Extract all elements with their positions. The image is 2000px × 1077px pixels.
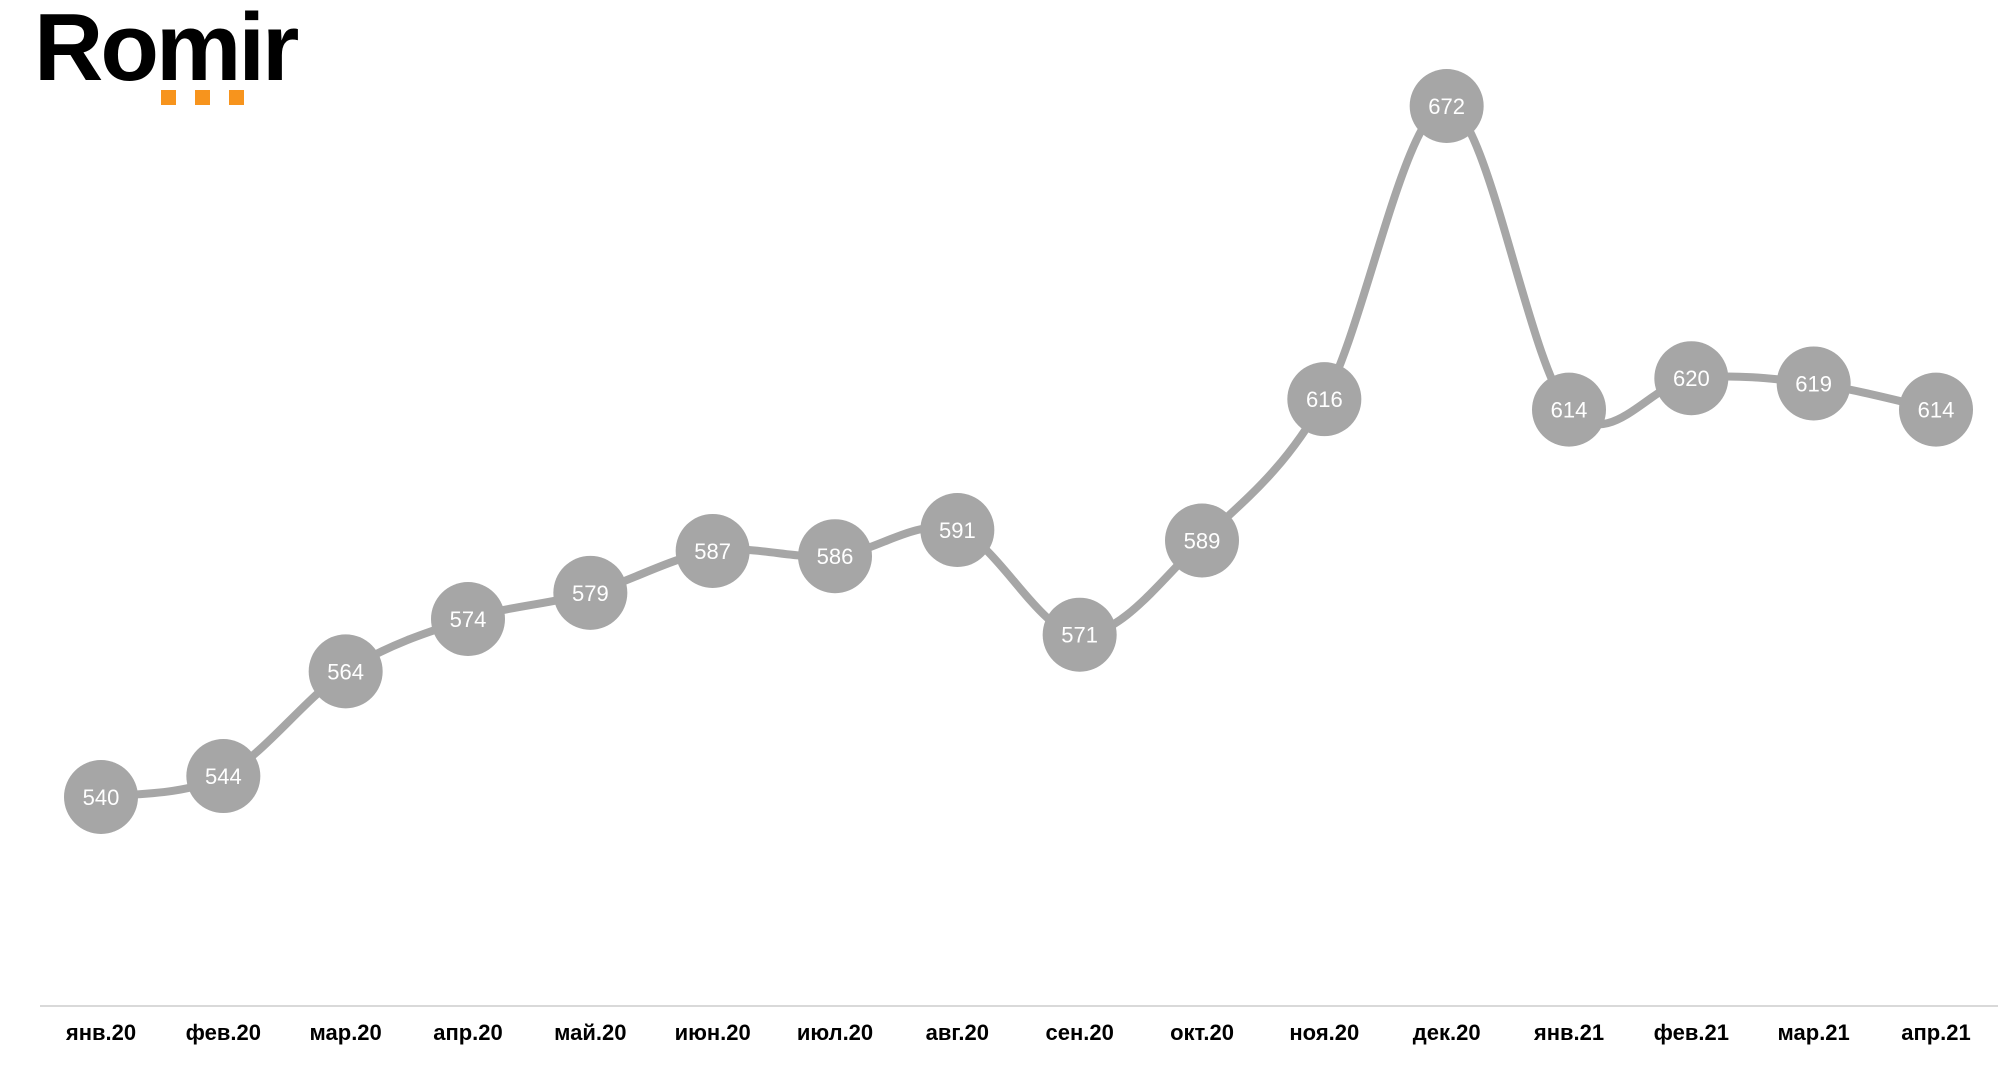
x-tick-label: май.20 bbox=[554, 1020, 626, 1045]
value-label: 589 bbox=[1184, 528, 1221, 553]
x-tick-label: янв.21 bbox=[1533, 1020, 1604, 1045]
point bbox=[1532, 372, 1606, 447]
value-label: 614 bbox=[1551, 398, 1588, 423]
point bbox=[675, 513, 750, 588]
point bbox=[1287, 362, 1362, 437]
x-tick-label: мар.21 bbox=[1778, 1020, 1850, 1045]
value-label: 574 bbox=[450, 607, 487, 632]
value-label: 544 bbox=[205, 764, 242, 789]
logo-text: Romir bbox=[34, 0, 298, 101]
x-tick-label: янв.20 bbox=[65, 1020, 136, 1045]
value-label: 616 bbox=[1306, 387, 1343, 412]
point bbox=[1654, 341, 1729, 416]
value-label: 571 bbox=[1061, 623, 1098, 648]
point bbox=[920, 493, 995, 568]
value-label: 540 bbox=[83, 785, 120, 810]
line bbox=[97, 101, 1940, 801]
point bbox=[308, 634, 383, 709]
logo-dot bbox=[229, 90, 244, 105]
x-tick-label: фев.20 bbox=[186, 1020, 261, 1045]
point bbox=[1899, 372, 1973, 447]
x-tick-label: сен.20 bbox=[1045, 1020, 1113, 1045]
value-label: 672 bbox=[1428, 94, 1465, 119]
point bbox=[431, 582, 505, 657]
point bbox=[798, 519, 872, 594]
value-label: 564 bbox=[327, 659, 364, 684]
point bbox=[1776, 346, 1851, 421]
x-tick-label: мар.20 bbox=[310, 1020, 382, 1045]
x-tick-label: апр.20 bbox=[433, 1020, 503, 1045]
value-label: 579 bbox=[572, 581, 609, 606]
value-label: 591 bbox=[939, 518, 976, 543]
x-tick-label: апр.21 bbox=[1901, 1020, 1971, 1045]
point bbox=[553, 555, 628, 630]
x-tick-label: окт.20 bbox=[1170, 1020, 1234, 1045]
logo-dot bbox=[195, 90, 210, 105]
value-label: 619 bbox=[1795, 371, 1832, 396]
x-tick-label: ноя.20 bbox=[1289, 1020, 1359, 1045]
value-label: 586 bbox=[817, 544, 854, 569]
point bbox=[1409, 69, 1484, 143]
value-label: 620 bbox=[1673, 366, 1710, 391]
value-label: 587 bbox=[694, 539, 731, 564]
point bbox=[1042, 597, 1117, 672]
point bbox=[186, 739, 261, 814]
logo-dot bbox=[161, 90, 176, 105]
x-tick-label: фев.21 bbox=[1654, 1020, 1729, 1045]
x-tick-label: авг.20 bbox=[926, 1020, 989, 1045]
point bbox=[1165, 503, 1239, 578]
point bbox=[64, 760, 138, 834]
x-tick-label: июн.20 bbox=[675, 1020, 751, 1045]
x-tick-label: дек.20 bbox=[1413, 1020, 1481, 1045]
value-label: 614 bbox=[1918, 398, 1955, 423]
x-tick-label: июл.20 bbox=[797, 1020, 873, 1045]
